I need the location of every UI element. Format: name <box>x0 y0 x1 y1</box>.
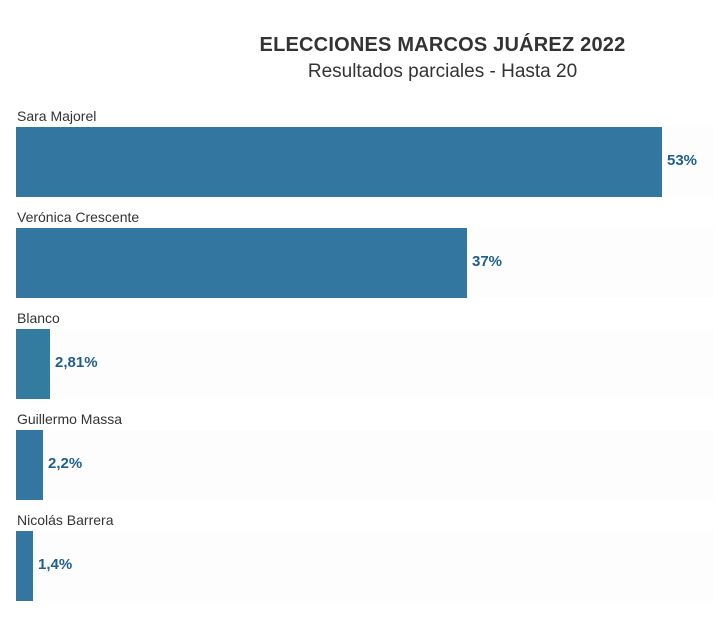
bar <box>16 228 467 298</box>
chart-title: ELECCIONES MARCOS JUÁREZ 2022 <box>259 34 626 56</box>
bar-value-label: 53% <box>667 152 698 169</box>
bar-category-label: Guillermo Massa <box>17 411 123 427</box>
bar-value-label: 2,81% <box>55 354 98 371</box>
bar-category-label: Sara Majorel <box>17 108 97 124</box>
bar <box>16 329 50 399</box>
bar-track <box>16 329 714 399</box>
bar <box>16 430 43 500</box>
bar-track <box>16 531 714 601</box>
bar-category-label: Verónica Crescente <box>17 209 140 225</box>
bar-category-label: Nicolás Barrera <box>17 512 114 528</box>
chart-subtitle: Resultados parciales - Hasta 20 <box>307 61 578 82</box>
bar-value-label: 2,2% <box>48 455 83 472</box>
bar-track <box>16 430 714 500</box>
bar-category-label: Blanco <box>17 310 60 326</box>
bar <box>16 127 662 197</box>
bar-value-label: 1,4% <box>38 556 73 573</box>
bar <box>16 531 33 601</box>
bar-value-label: 37% <box>472 253 503 270</box>
